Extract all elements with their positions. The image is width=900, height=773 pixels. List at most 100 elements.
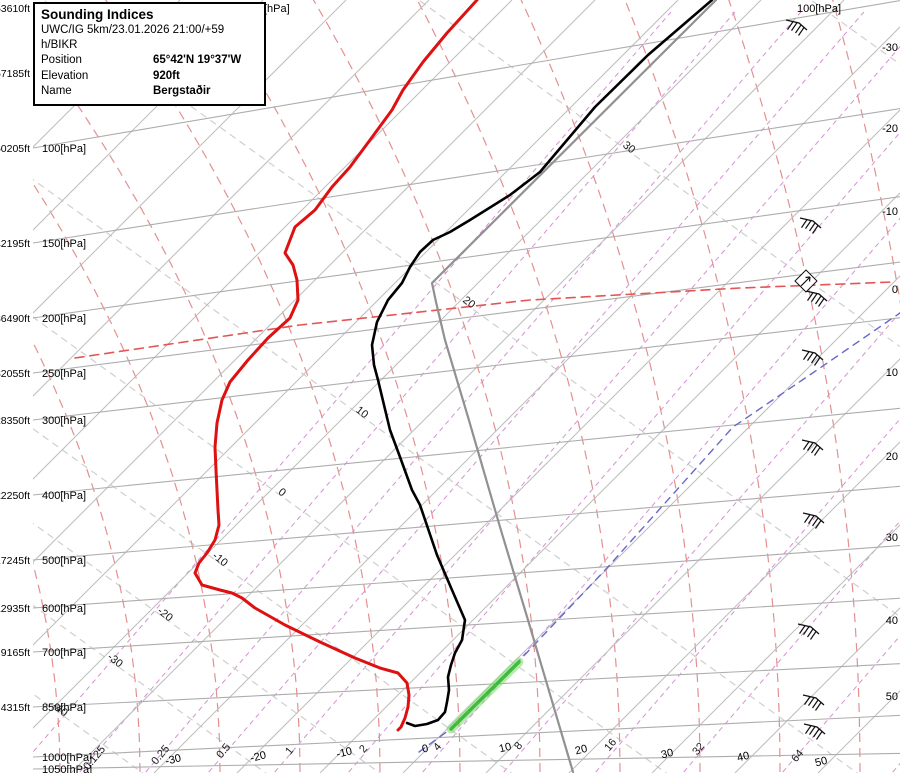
pressure-label: 250[hPa] — [42, 368, 86, 380]
isotherm-line — [70, 0, 845, 773]
mixing-ratio-label: 8 — [512, 740, 525, 752]
tropopause-marker-icon — [794, 269, 818, 293]
pressure-label: 100[hPa] — [42, 143, 86, 155]
temperature-curve — [370, 0, 714, 728]
moist-adiabat-line — [312, 0, 541, 773]
right-temperature-label: 30 — [886, 532, 898, 544]
height-ft-label: 50205ft — [0, 143, 30, 155]
info-value-position: 65°42'N 19°37'W — [153, 54, 242, 66]
bottom-temperature-label: 30 — [660, 747, 675, 762]
surface-lift-segment — [449, 660, 521, 731]
isotherm-line — [651, 524, 900, 773]
mixing-ratio-line — [595, 418, 900, 773]
mixing-ratio-label: 2 — [357, 743, 370, 755]
info-box-title: Sounding Indices — [41, 7, 154, 22]
isotherm-line — [33, 0, 347, 314]
moist-adiabat-line — [624, 0, 781, 773]
pressure-label: 200[hPa] — [42, 313, 86, 325]
wind-barb-icon — [801, 349, 824, 366]
isotherm-line — [33, 0, 596, 563]
isobar-line — [33, 0, 900, 149]
wind-barb-icon — [801, 439, 824, 456]
pressure-label: 850[hPa] — [42, 702, 86, 714]
height-ft-label: 42195ft — [0, 238, 30, 250]
pressure-label: 400[hPa] — [42, 490, 86, 502]
dry-adiabat-label: 20 — [460, 294, 477, 311]
wind-barb-icon — [802, 512, 825, 529]
wind-barb-icon — [797, 623, 820, 640]
dry-adiabat-line — [42, 0, 900, 618]
right-temperature-label: -30 — [882, 42, 898, 54]
dry-adiabat-label: -30 — [105, 651, 125, 670]
isobar-line — [33, 261, 900, 374]
isobar-line — [33, 545, 900, 609]
tropopause-line — [74, 281, 894, 359]
wind-barb-icon — [803, 723, 826, 740]
moist-adiabat-line — [208, 0, 461, 773]
height-ft-label: 36490ft — [0, 313, 30, 325]
isotherm-line — [33, 0, 762, 729]
mixing-ratio-line — [79, 11, 736, 773]
moist-adiabat-line — [105, 0, 381, 773]
dry-adiabat-label: 0 — [276, 486, 288, 499]
height-ft-label: 63610ft — [0, 3, 30, 15]
isotherm-line — [485, 358, 900, 773]
isobar-line — [33, 597, 900, 653]
bottom-temperature-label: -30 — [164, 752, 182, 767]
isotherm-line — [33, 0, 264, 231]
pressure-label: 150[hPa] — [42, 238, 86, 250]
moist-adiabat-line — [520, 0, 701, 773]
isobar-line — [33, 196, 900, 319]
bottom-temperature-label: -20 — [249, 749, 267, 764]
pressure-label: 1000[hPa] — [42, 752, 92, 764]
dewpoint-curve — [193, 0, 479, 732]
mixing-ratio-line — [145, 11, 802, 773]
bottom-temperature-label: 10 — [498, 741, 513, 756]
standard-atmosphere-curve — [430, 0, 718, 773]
height-ft-label: 22250ft — [0, 490, 30, 502]
dry-adiabat-label: 10 — [353, 404, 370, 421]
height-ft-label: 57185ft — [0, 68, 30, 80]
height-ft-label: 17245ft — [0, 555, 30, 567]
isobar-line — [33, 317, 900, 421]
right-temperature-label: 10 — [886, 367, 898, 379]
info-value-name: Bergstaðir — [153, 85, 211, 97]
mixing-ratio-line — [503, 311, 900, 773]
moist-adiabat-line — [33, 40, 301, 773]
isotherm-line — [33, 0, 679, 646]
bottom-temperature-label: 0 — [421, 743, 430, 756]
pressure-label: 700[hPa] — [42, 647, 86, 659]
isotherm-line — [153, 26, 900, 773]
right-temperature-label: 0 — [892, 284, 898, 296]
info-row-position: Position 65°42'N 19°37'W — [41, 53, 258, 69]
bottom-temperature-label: -10 — [335, 745, 353, 760]
mixing-ratio-line — [348, 131, 900, 773]
mixing-ratio-label: 1 — [283, 745, 296, 757]
isotherm-line — [236, 109, 900, 773]
info-label-position: Position — [41, 54, 82, 66]
moist-adiabat-line — [728, 0, 861, 773]
isotherm-line — [734, 607, 900, 773]
bottom-temperature-label: 50 — [814, 755, 829, 770]
dry-adiabat-label: 30 — [620, 139, 637, 156]
info-row-name: Name Bergstaðir — [41, 84, 258, 100]
right-temperature-label: 50 — [886, 691, 898, 703]
isotherm-line — [33, 0, 181, 148]
height-ft-label: 4315ft — [1, 702, 30, 714]
pressure-label: 500[hPa] — [42, 555, 86, 567]
wind-barb-icon — [802, 694, 825, 711]
pressure-label: 600[hPa] — [42, 603, 86, 615]
height-ft-label: 32055ft — [0, 368, 30, 380]
isotherm-line — [568, 441, 900, 773]
isotherm-line — [817, 690, 900, 773]
pressure-label: 1050[hPa] — [42, 764, 92, 773]
height-ft-label: 9165ft — [1, 647, 30, 659]
mixing-ratio-label: 16 — [602, 737, 619, 754]
right-temperature-label: -20 — [882, 123, 898, 135]
wind-barb-icon — [805, 290, 828, 307]
isobar-line — [33, 108, 900, 244]
